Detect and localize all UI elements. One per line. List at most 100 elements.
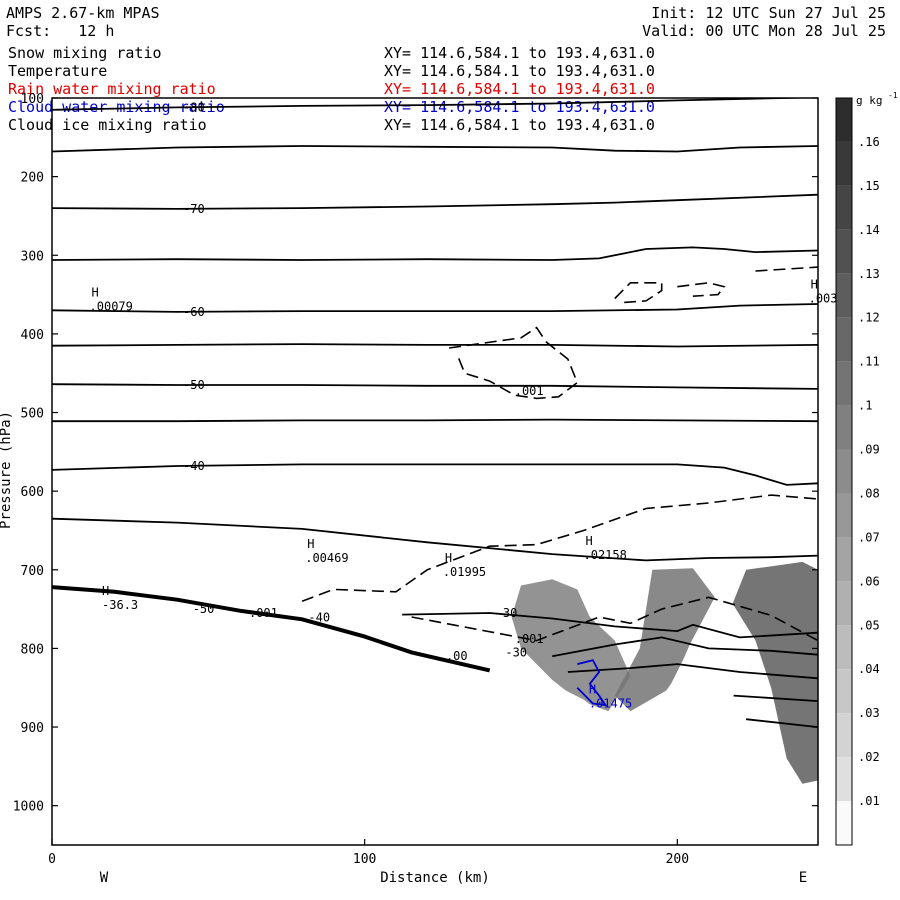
temperature-contour-7 (52, 418, 818, 423)
y-tick-label-3: 400 (21, 328, 44, 343)
y-tick-label-5: 600 (21, 485, 44, 500)
terrain-layer (52, 585, 818, 845)
legend-name-2: Rain water mixing ratio (8, 80, 216, 98)
snow-max-marker-4: H (445, 551, 452, 565)
colorbar-step-6 (836, 537, 852, 582)
contour-labels: -80-70-60-50-40-30H.00079.001H.00334H.00… (90, 100, 852, 710)
colorbar-step-10 (836, 361, 852, 406)
surface-label-3: -40 (308, 611, 330, 625)
temperature-contour-12 (567, 663, 818, 680)
colorbar-step-8 (836, 449, 852, 494)
y-tick-label-1: 200 (21, 171, 44, 186)
colorbar-label-7: .08 (858, 486, 880, 500)
legend-name-1: Temperature (8, 62, 108, 80)
x-tick-label-1: 100 (353, 852, 376, 867)
temperature-contour-3 (52, 246, 818, 261)
temperature-contour-6 (52, 383, 818, 390)
colorbar-step-12 (836, 273, 852, 318)
temperature-label-4: -60 (183, 305, 205, 319)
temperature-contour-2 (52, 193, 818, 210)
temperature-contour-0 (52, 98, 818, 111)
snow-contour-5 (411, 596, 818, 642)
colorbar-step-15 (836, 141, 852, 186)
colorbar-step-16 (836, 98, 852, 142)
cloud-water-label-0: .01475 (589, 696, 632, 710)
snow-contour-0 (448, 326, 579, 400)
colorbar-outline (835, 97, 853, 846)
temperature-label-10: -30 (496, 606, 518, 620)
colorbar-label-5: .06 (858, 574, 880, 588)
surface-label-2: .001 (249, 606, 278, 620)
temperature-contour-9 (52, 517, 818, 562)
legend-name-4: Cloud ice mixing ratio (8, 116, 207, 134)
y-axis-label: Pressure (hPa) (0, 411, 14, 529)
temperature-label-2: -70 (183, 202, 205, 216)
snow-contour-3 (755, 266, 818, 272)
snow-label-1: .001 (515, 384, 544, 398)
colorbar-label-15: .16 (858, 135, 880, 149)
legend-xy-0: XY= 114.6,584.1 to 193.4,631.0 (384, 44, 655, 62)
temperature-contour-14 (746, 718, 818, 728)
snow-contours (301, 266, 818, 642)
snow-contour-2 (677, 281, 726, 297)
colorbar-step-3 (836, 669, 852, 714)
x-axis-label: Distance (km) (380, 870, 490, 886)
colorbar-label-3: .04 (858, 662, 880, 676)
cloud-water-max-marker-0: H (589, 682, 596, 696)
y-tick-label-4: 500 (21, 407, 44, 422)
plot-frame (51, 97, 819, 846)
legend-xy-1: XY= 114.6,584.1 to 193.4,631.0 (384, 62, 655, 80)
snow-max-marker-5: H (586, 534, 593, 548)
colorbar-step-4 (836, 625, 852, 670)
forecast-label-text: Fcst: (6, 22, 52, 40)
temperature-contour-13 (733, 694, 818, 702)
legend-xy-4: XY= 114.6,584.1 to 193.4,631.0 (384, 116, 655, 134)
colorbar-step-9 (836, 405, 852, 450)
temperature-contour-1 (52, 145, 818, 153)
temperature-label-6: -50 (183, 378, 205, 392)
colorbar-label-13: .14 (858, 223, 880, 237)
legend-name-3: Cloud water mixing ratio (8, 98, 225, 116)
colorbar-step-7 (836, 493, 852, 538)
colorbar-label-0: .01 (858, 794, 880, 808)
snow-label-6: .001 (515, 632, 544, 646)
cloud-water-contour-0 (576, 659, 608, 707)
forecast-label: Fcst: 12 h (6, 22, 114, 40)
colorbar-label-2: .03 (858, 706, 880, 720)
x-tick-label-2: 200 (666, 852, 689, 867)
temperature-contour-4 (52, 303, 818, 313)
colorbar-label-8: .09 (858, 443, 880, 457)
snow-label-4: .01995 (443, 565, 486, 579)
colorbar-step-11 (836, 317, 852, 362)
colorbar: .01 .02 .03 .04 .05 .06 .07 .08 .09 .1 .11 .12 .13 .1… (835, 91, 898, 846)
init-time: Init: 12 UTC Sun 27 Jul 25 (651, 4, 886, 22)
temperature-contour-8 (52, 463, 818, 486)
legend-xy-3: XY= 114.6,584.1 to 193.4,631.0 (384, 98, 655, 116)
terrain-fill (52, 587, 818, 845)
y-tick-label-9: 1000 (13, 800, 44, 815)
shading-area-0 (511, 579, 631, 712)
shading-area-1 (614, 568, 715, 712)
colorbar-label-6: .07 (858, 530, 880, 544)
terrain-surface-line (52, 585, 491, 673)
colorbar-unit: g kg (856, 94, 883, 107)
forecast-hour: 12 h (78, 22, 115, 40)
legend-name-0: Snow mixing ratio (8, 44, 162, 62)
y-tick-label-2: 300 (21, 249, 44, 264)
x-end-label-west: W (100, 870, 109, 886)
snow-label-7: .00 (446, 649, 468, 663)
y-tick-label-8: 900 (21, 721, 44, 736)
snow-max-marker-0: H (92, 285, 99, 299)
colorbar-step-14 (836, 185, 852, 230)
cloud-water-contours (576, 659, 608, 707)
axes: 100 200 300 400 500 600 700 800 900 1000 0 100 200 Di… (0, 92, 819, 886)
colorbar-label-12: .13 (858, 267, 880, 281)
colorbar-step-13 (836, 229, 852, 274)
temperature-contour-11 (552, 636, 818, 658)
colorbar-step-1 (836, 757, 852, 802)
temperature-contours (52, 98, 818, 728)
colorbar-label-11: .12 (858, 311, 880, 325)
colorbar-unit-exponent: -1 (888, 91, 898, 100)
model-title: AMPS 2.67-km MPAS (6, 4, 160, 22)
